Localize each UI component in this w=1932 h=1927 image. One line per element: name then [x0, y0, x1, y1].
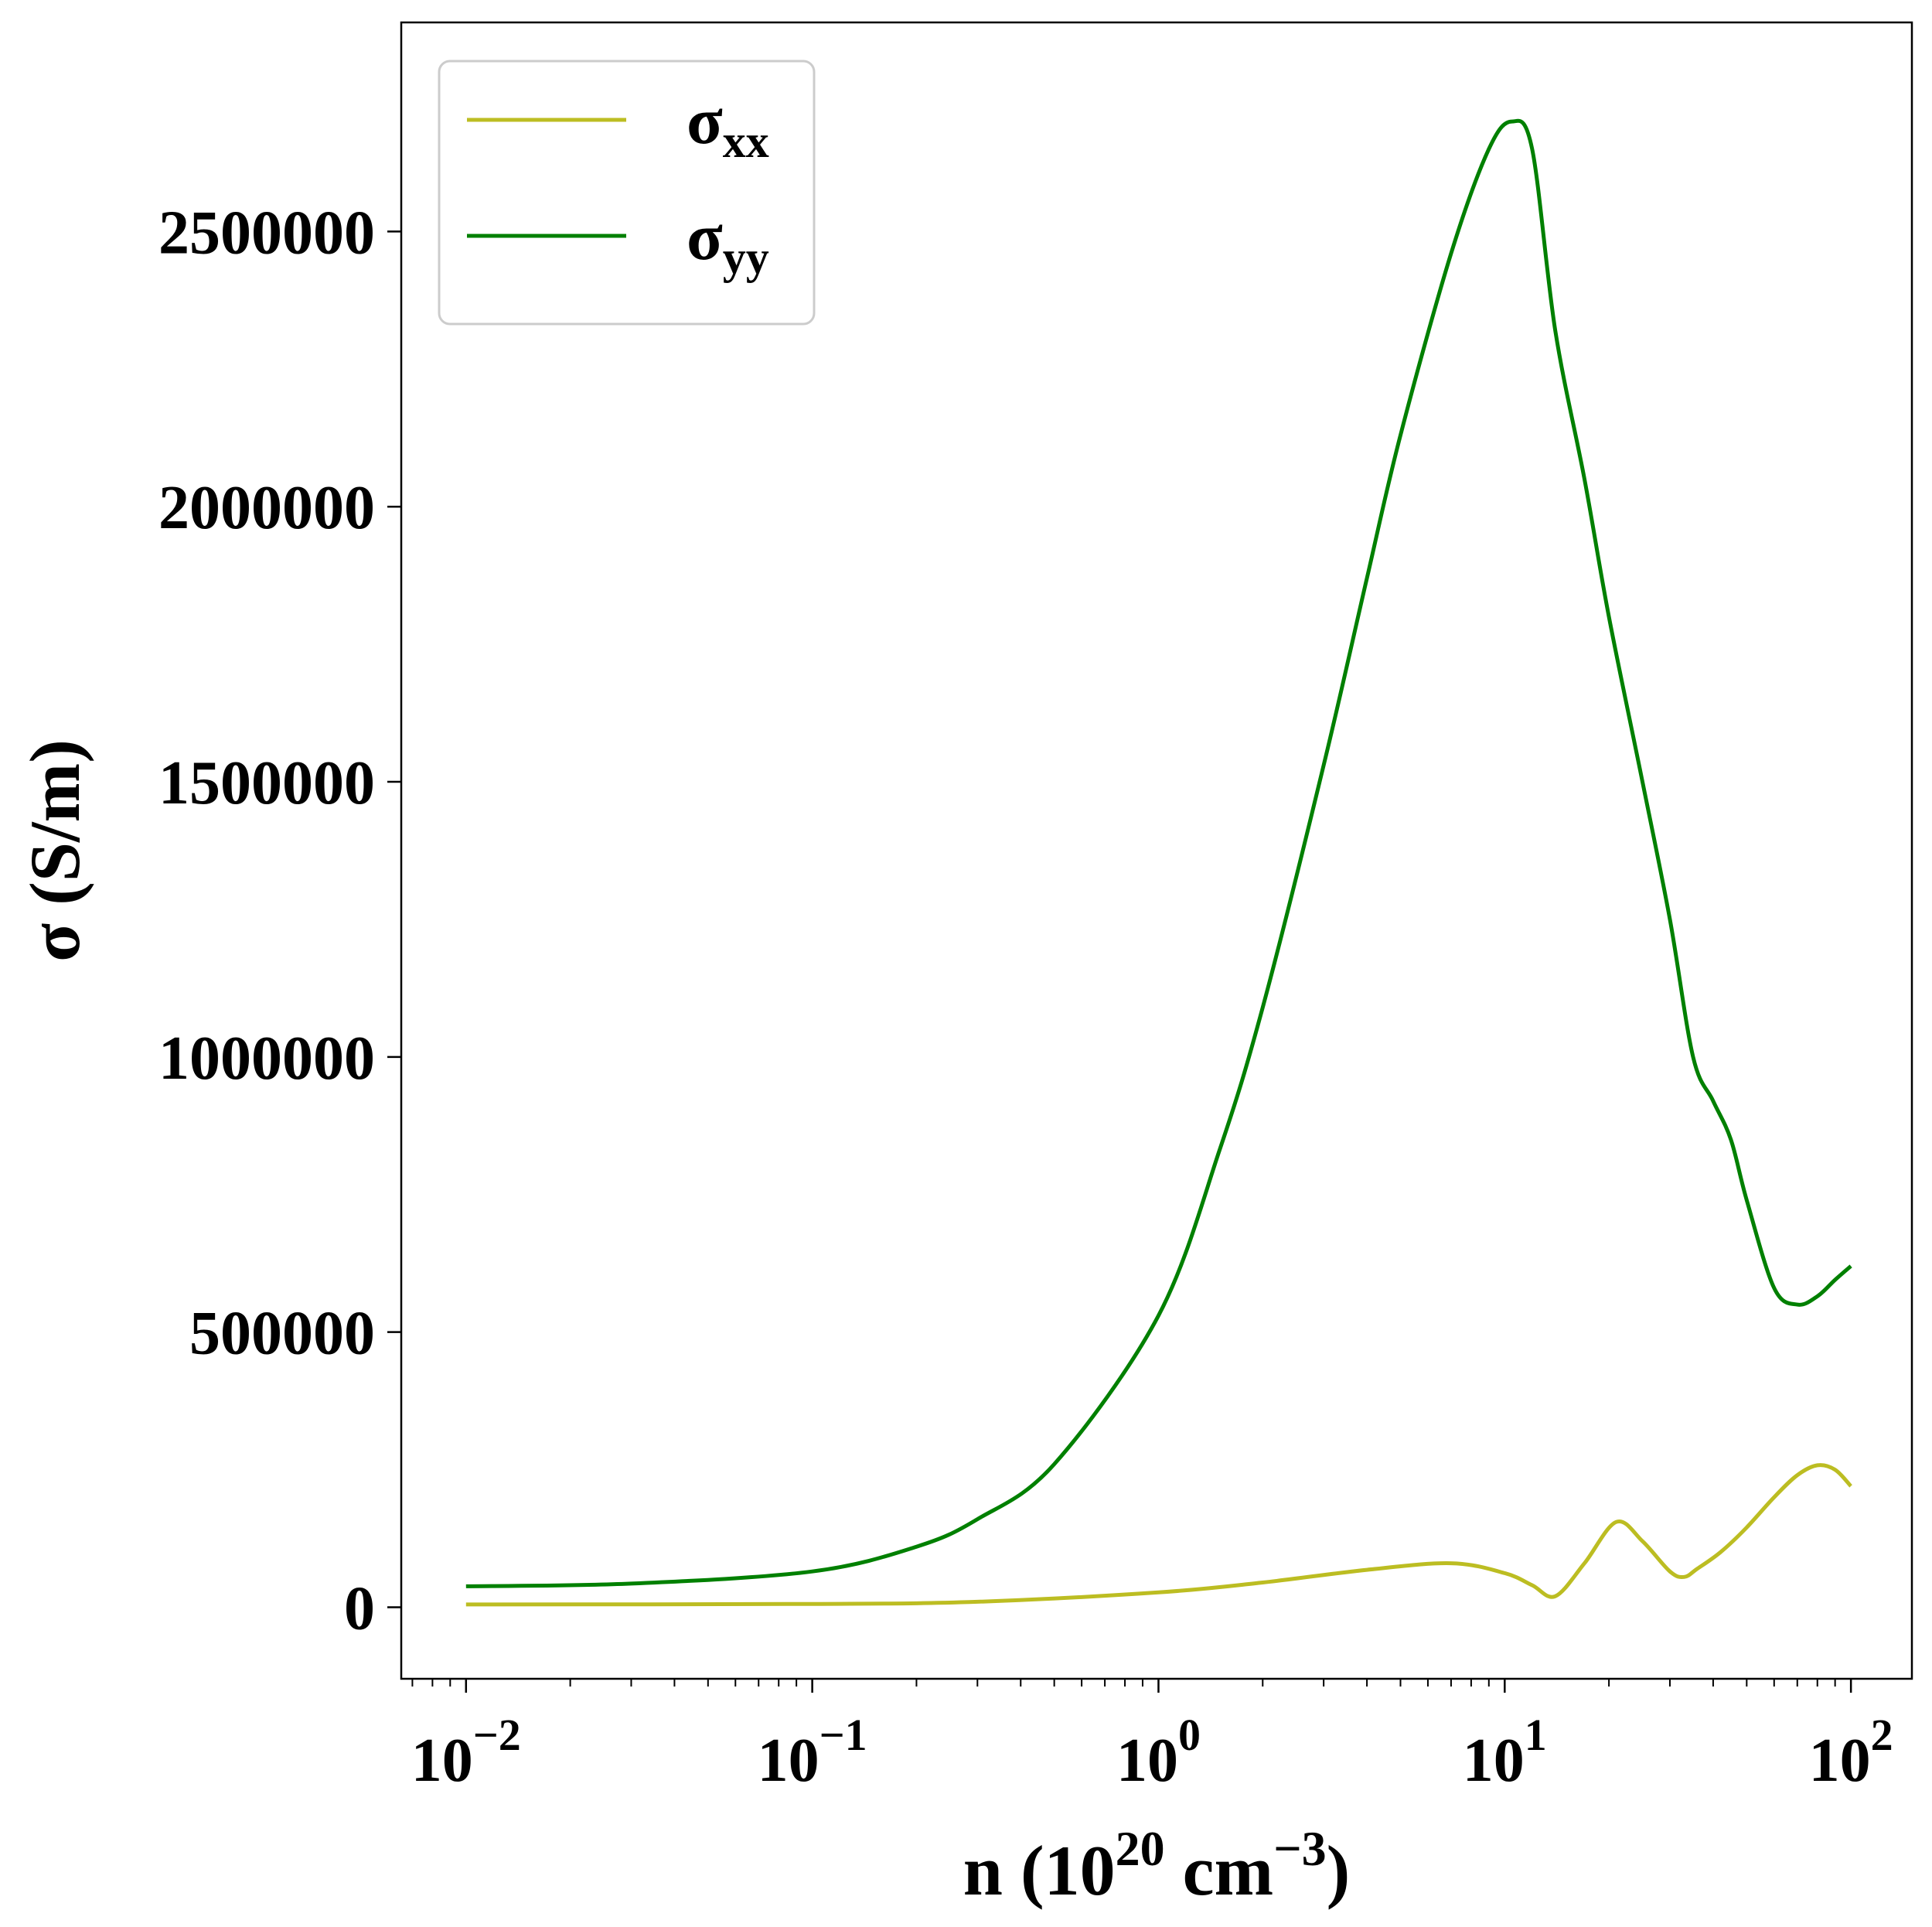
legend-box	[438, 60, 816, 326]
plot-frame	[400, 21, 1913, 1680]
y-axis-label: σ (S/m)	[15, 739, 94, 962]
series-layer	[465, 118, 1852, 1607]
x-tick-exponent: 1	[1525, 1710, 1547, 1760]
y-tick-label: 1000000	[158, 1025, 375, 1093]
x-tick-base: 10	[758, 1727, 819, 1795]
x-axis-label: n (1020 cm−3)	[963, 1821, 1350, 1910]
x-tick-base: 10	[1463, 1727, 1525, 1795]
x-tick-label: 10−1	[758, 1710, 867, 1795]
y-tick-label: 0	[344, 1574, 375, 1642]
series-line-sigma-yy	[465, 118, 1852, 1588]
y-axis-ticks: 0 500000 1000000 1500000 2000000 2500000	[158, 199, 401, 1642]
x-tick-exponent: −2	[473, 1710, 521, 1760]
y-tick-label: 2000000	[158, 474, 375, 542]
x-tick-label: 102	[1809, 1710, 1893, 1795]
x-tick-exponent: 2	[1871, 1710, 1893, 1760]
x-tick-base: 10	[1116, 1727, 1178, 1795]
legend-label-sigma-xx: σxx	[687, 84, 769, 167]
y-tick-label: 500000	[189, 1300, 375, 1368]
x-tick-exponent: 0	[1178, 1710, 1201, 1760]
y-tick-label: 2500000	[158, 199, 375, 267]
x-tick-label: 101	[1463, 1710, 1547, 1795]
legend-label-sigma-yy: σyy	[687, 200, 769, 283]
legend: σxx σyy	[438, 60, 816, 326]
x-tick-base: 10	[1809, 1727, 1871, 1795]
x-tick-base: 10	[411, 1727, 473, 1795]
x-minor-ticks	[411, 1679, 1836, 1687]
x-axis-ticks: 10−2 10−1 100 101 102	[411, 1679, 1893, 1795]
x-tick-label: 10−2	[411, 1710, 521, 1795]
y-tick-label: 1500000	[158, 749, 375, 817]
series-line-sigma-xx	[465, 1463, 1852, 1607]
x-tick-exponent: −1	[819, 1710, 867, 1760]
x-tick-label: 100	[1116, 1710, 1201, 1795]
